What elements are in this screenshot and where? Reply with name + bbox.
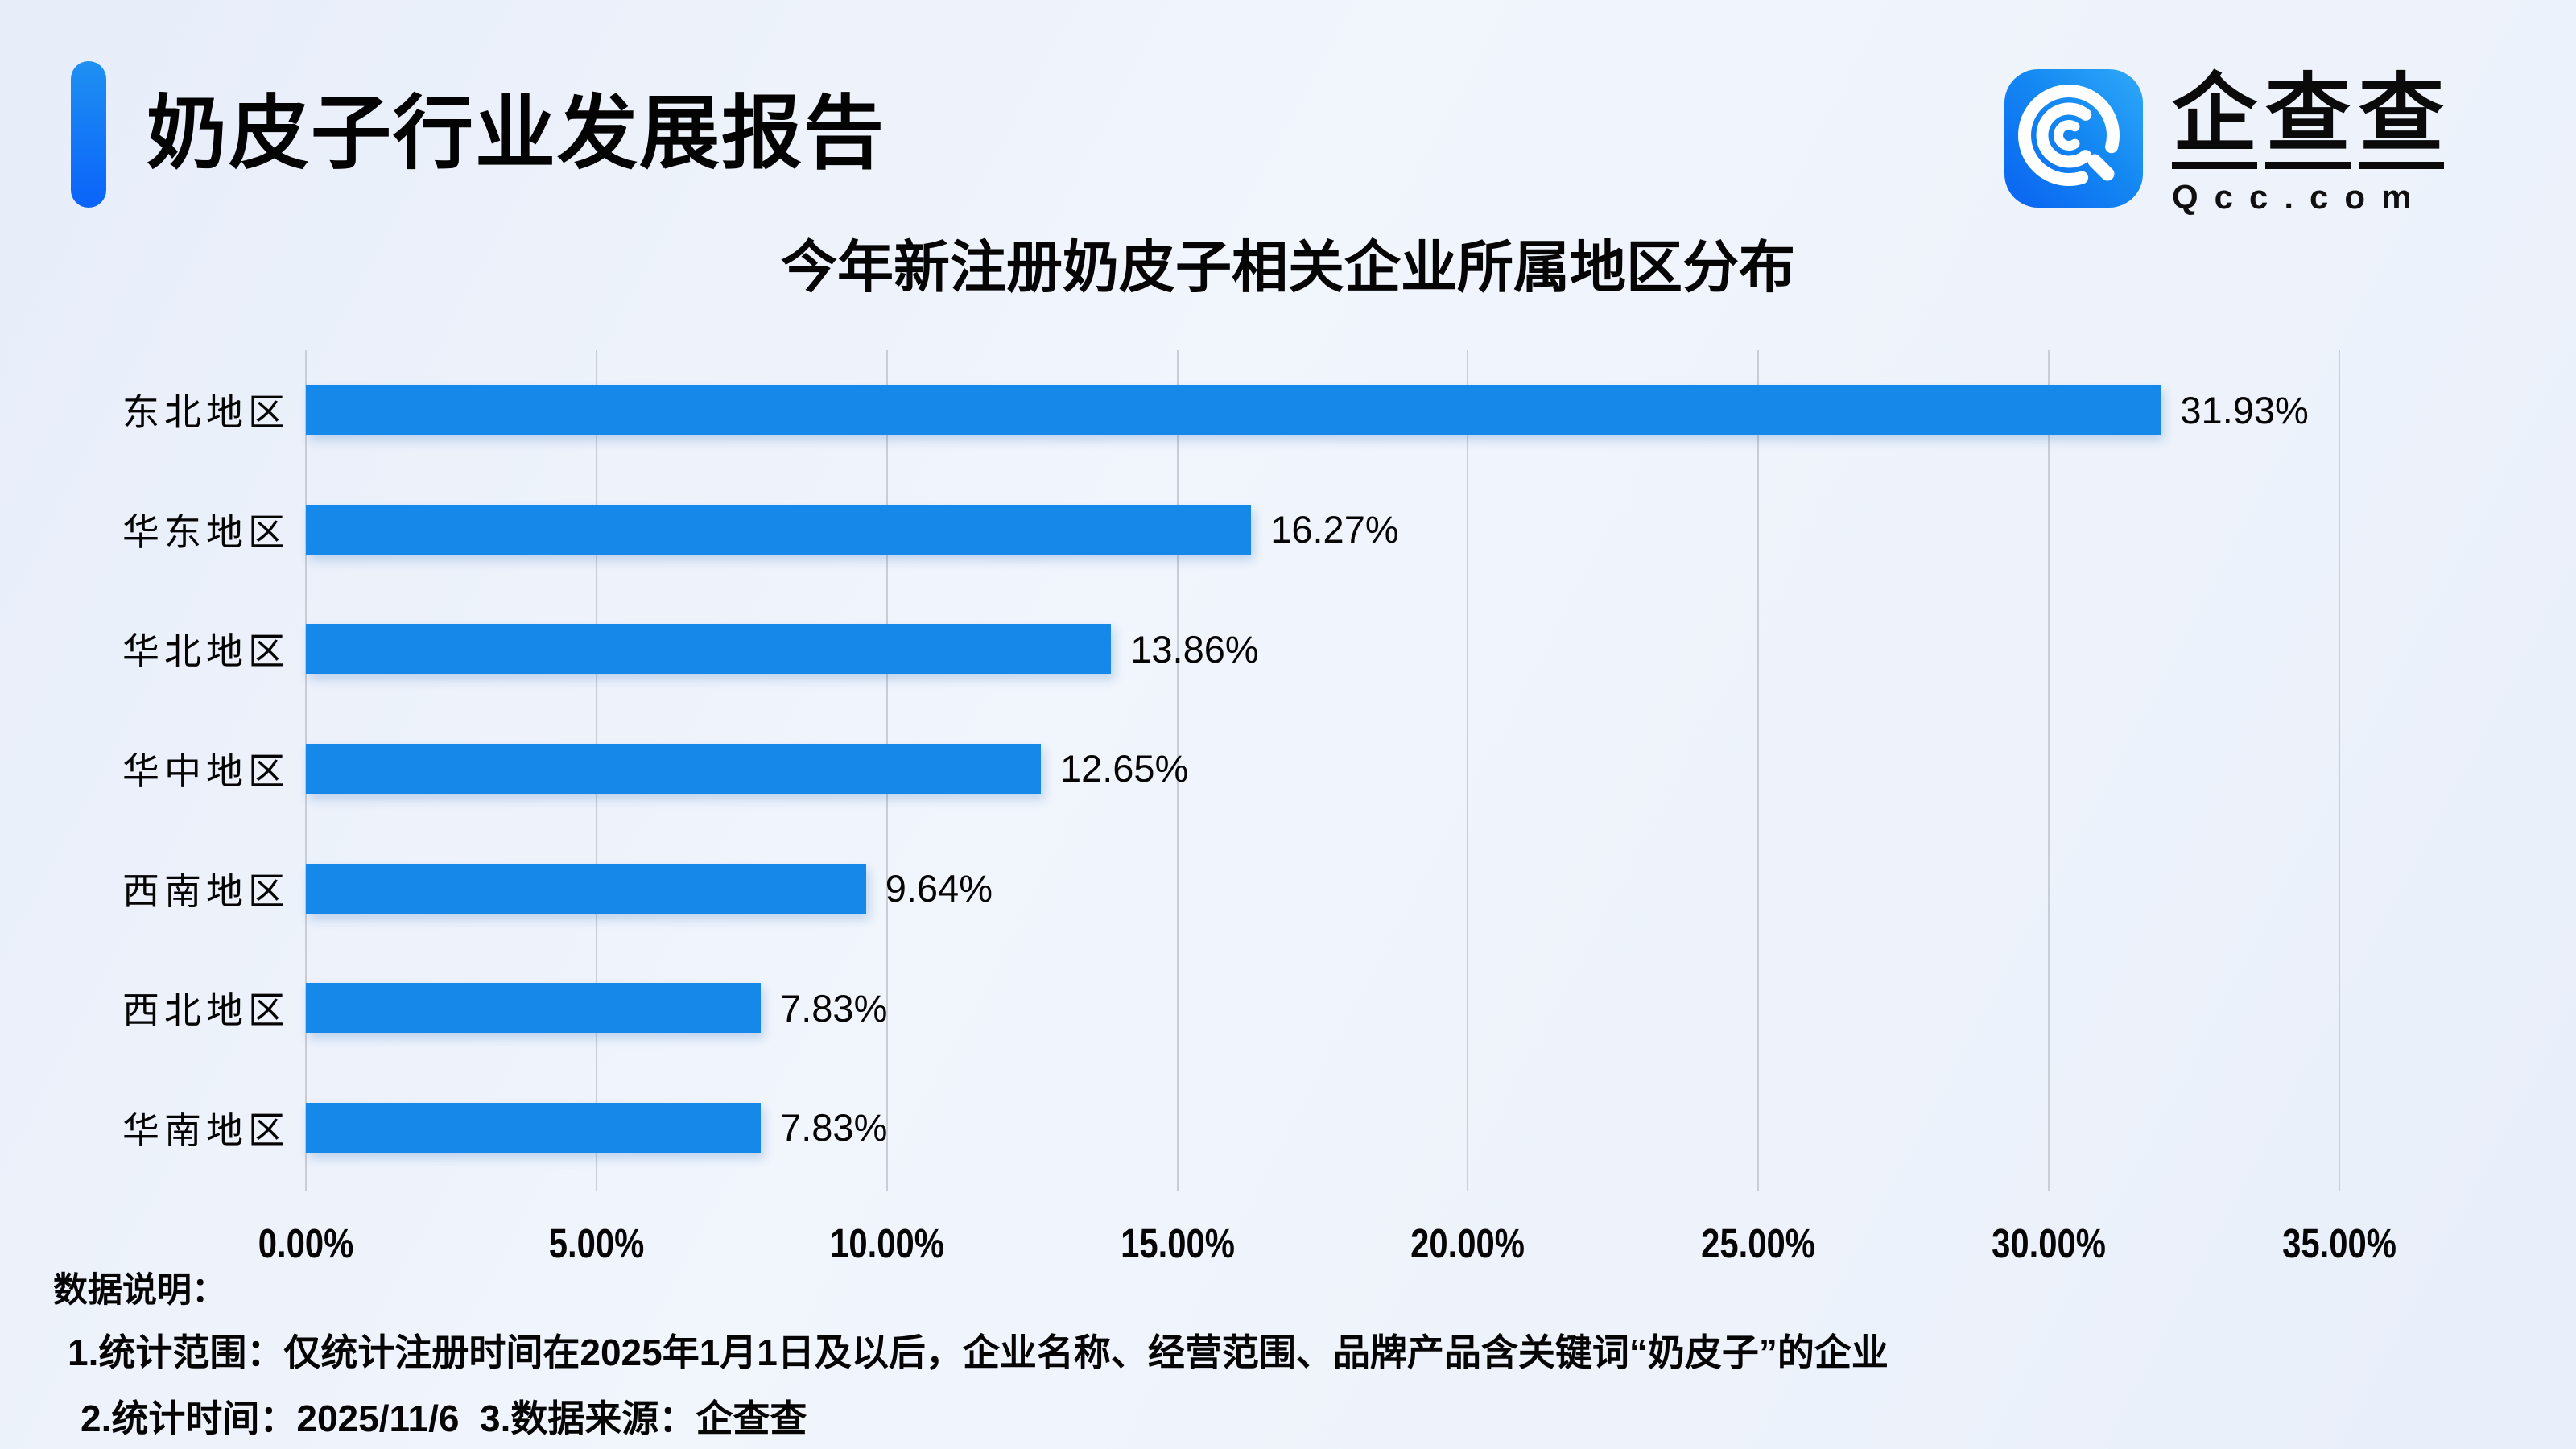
category-label: 华中地区 — [122, 749, 290, 792]
bar — [306, 983, 762, 1034]
category-label: 西北地区 — [122, 989, 290, 1032]
plot-area: 东北地区 31.93% 华东地区 16.27% 华北地区 13.86% 华中地区 12.65%… — [122, 350, 2340, 1191]
category-label: 华南地区 — [122, 1108, 290, 1151]
bar — [306, 1102, 762, 1153]
qcc-logo: 企查查 Qcc.com — [2004, 69, 2452, 217]
value-label: 7.83% — [780, 986, 888, 1030]
x-tick-label: 35.00% — [2282, 1220, 2396, 1266]
value-label: 7.83% — [780, 1106, 888, 1150]
notes-line-time-source: 2.统计时间：2025/11/6 3.数据来源：企查查 — [80, 1397, 807, 1439]
bar-row: 华北地区 13.86% — [122, 589, 2339, 709]
bar — [306, 863, 866, 914]
qcc-logo-text: 企查查 Qcc.com — [2172, 69, 2452, 217]
category-label: 西南地区 — [122, 869, 290, 912]
bar-row: 东北地区 31.93% — [122, 350, 2339, 470]
value-label: 16.27% — [1270, 508, 1399, 551]
chart-title: 今年新注册奶皮子相关企业所属地区分布 — [781, 236, 1795, 299]
page-title: 奶皮子行业发展报告 — [147, 89, 886, 179]
gridline — [1176, 350, 1179, 1191]
gridline — [1757, 350, 1760, 1191]
notes-heading: 数据说明： — [53, 1271, 226, 1310]
bar-row: 西北地区 7.83% — [122, 948, 2339, 1068]
bar — [306, 624, 1112, 675]
bar-row: 华东地区 16.27% — [122, 470, 2339, 590]
value-label: 31.93% — [2180, 388, 2309, 431]
qcc-brand-name: 企查查 — [2172, 69, 2452, 169]
value-label: 9.64% — [885, 867, 993, 910]
bar-row: 西南地区 9.64% — [122, 828, 2339, 948]
x-tick-label: 0.00% — [258, 1220, 354, 1266]
value-label: 12.65% — [1059, 747, 1189, 791]
brand-character: 企 — [2172, 69, 2257, 169]
bar — [306, 504, 1252, 555]
bar — [306, 385, 2161, 436]
bar-row: 华南地区 7.83% — [122, 1067, 2339, 1187]
category-label: 华东地区 — [122, 510, 290, 553]
category-label: 华北地区 — [122, 630, 290, 673]
x-tick-label: 10.00% — [829, 1220, 944, 1266]
x-tick-label: 25.00% — [1701, 1220, 1816, 1266]
brand-character: 查 — [2359, 69, 2444, 169]
x-axis: 0.00% 5.00% 10.00% 15.00% 20.00% 25.00% 30.00%… — [258, 1187, 2396, 1284]
gridline — [1467, 350, 1469, 1191]
value-label: 13.86% — [1130, 627, 1259, 671]
brand-character: 查 — [2265, 69, 2351, 169]
bar-chart: 东北地区 31.93% 华东地区 16.27% 华北地区 13.86% 华中地区 12.65%… — [0, 350, 2576, 1266]
notes-line-scope: 1.统计范围：仅统计注册时间在2025年1月1日及以后，企业名称、经营范围、品牌… — [68, 1331, 1889, 1373]
bar-row: 华中地区 12.65% — [122, 709, 2339, 829]
bar — [306, 743, 1041, 794]
x-tick-label: 20.00% — [1410, 1220, 1525, 1266]
qcc-domain: Qcc.com — [2172, 178, 2428, 216]
qcc-logo-icon — [2004, 69, 2143, 208]
x-tick-label: 30.00% — [1992, 1220, 2107, 1266]
title-accent-bar — [71, 61, 106, 208]
gridline — [2339, 350, 2340, 1191]
x-tick-label: 15.00% — [1120, 1220, 1235, 1266]
x-tick-label: 5.00% — [548, 1220, 645, 1266]
category-label: 东北地区 — [122, 391, 290, 434]
gridline — [2048, 350, 2050, 1191]
